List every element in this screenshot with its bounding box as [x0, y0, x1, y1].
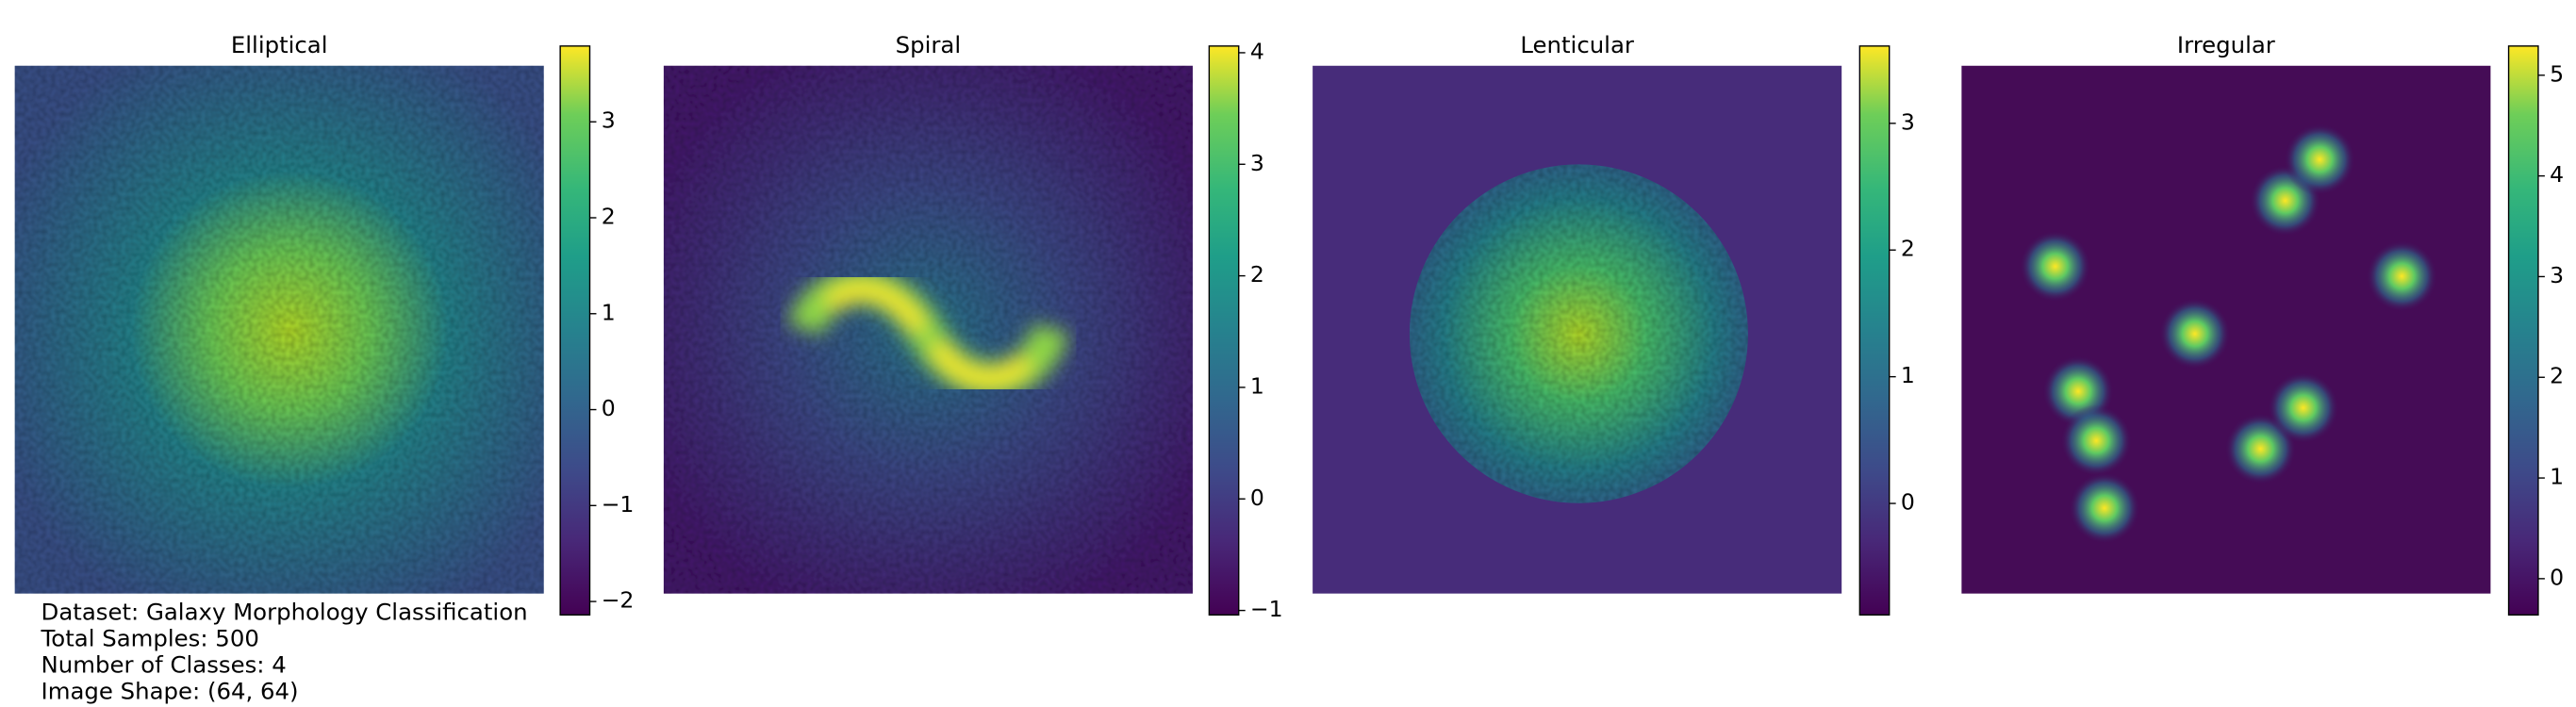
colorbar-tick-label: 1	[602, 299, 616, 325]
colorbar-tick-label: 3	[2550, 262, 2564, 288]
panel-title: Irregular	[2177, 31, 2276, 58]
colorbar-tick-label: 2	[1901, 236, 1915, 262]
colorbar-tick-label: −1	[1250, 596, 1283, 622]
colorbar	[1858, 45, 1891, 617]
colorbar-tick-label: 0	[2550, 564, 2564, 590]
colorbar-tick-label: 0	[602, 395, 616, 421]
colorbar	[1208, 45, 1240, 617]
colorbar	[2507, 45, 2539, 617]
image-spiral	[663, 65, 1193, 594]
panel-title: Lenticular	[1520, 31, 1634, 58]
images	[14, 65, 2491, 594]
colorbar-tick-label: 1	[2550, 464, 2564, 490]
colorbar-tick-label: 1	[1901, 362, 1915, 388]
colorbar-tick-label: 2	[602, 203, 616, 229]
colorbar-tick-label: 3	[1901, 108, 1915, 135]
colorbar-tick-label: 0	[1901, 489, 1915, 516]
info-line: Dataset: Galaxy Morphology Classificatio…	[41, 599, 528, 626]
image-irregular	[1961, 65, 2491, 594]
colorbar-tick-label: −2	[602, 587, 635, 614]
panel-title: Elliptical	[231, 31, 328, 58]
colorbar-tick-label: 4	[2550, 161, 2564, 188]
colorbar-tick-label: 3	[602, 107, 616, 134]
image-lenticular	[1313, 65, 1842, 594]
colorbar-tick-label: 1	[1250, 372, 1264, 399]
colorbar-tick-label: 2	[2550, 363, 2564, 389]
panel-title: Spiral	[896, 31, 961, 58]
info-line: Image Shape: (64, 64)	[41, 677, 299, 704]
colorbar-tick-label: 0	[1250, 485, 1264, 511]
colorbar-tick-label: 3	[1250, 150, 1264, 176]
colorbar-tick-label: 5	[2550, 60, 2564, 87]
colorbar-tick-label: −1	[602, 491, 635, 518]
colorbar-tick-label: 2	[1250, 261, 1264, 288]
info-line: Number of Classes: 4	[41, 650, 287, 678]
colorbar-tick-label: 4	[1250, 38, 1264, 64]
colorbar	[559, 45, 591, 617]
info-line: Total Samples: 500	[41, 624, 259, 651]
image-elliptical	[14, 65, 544, 594]
